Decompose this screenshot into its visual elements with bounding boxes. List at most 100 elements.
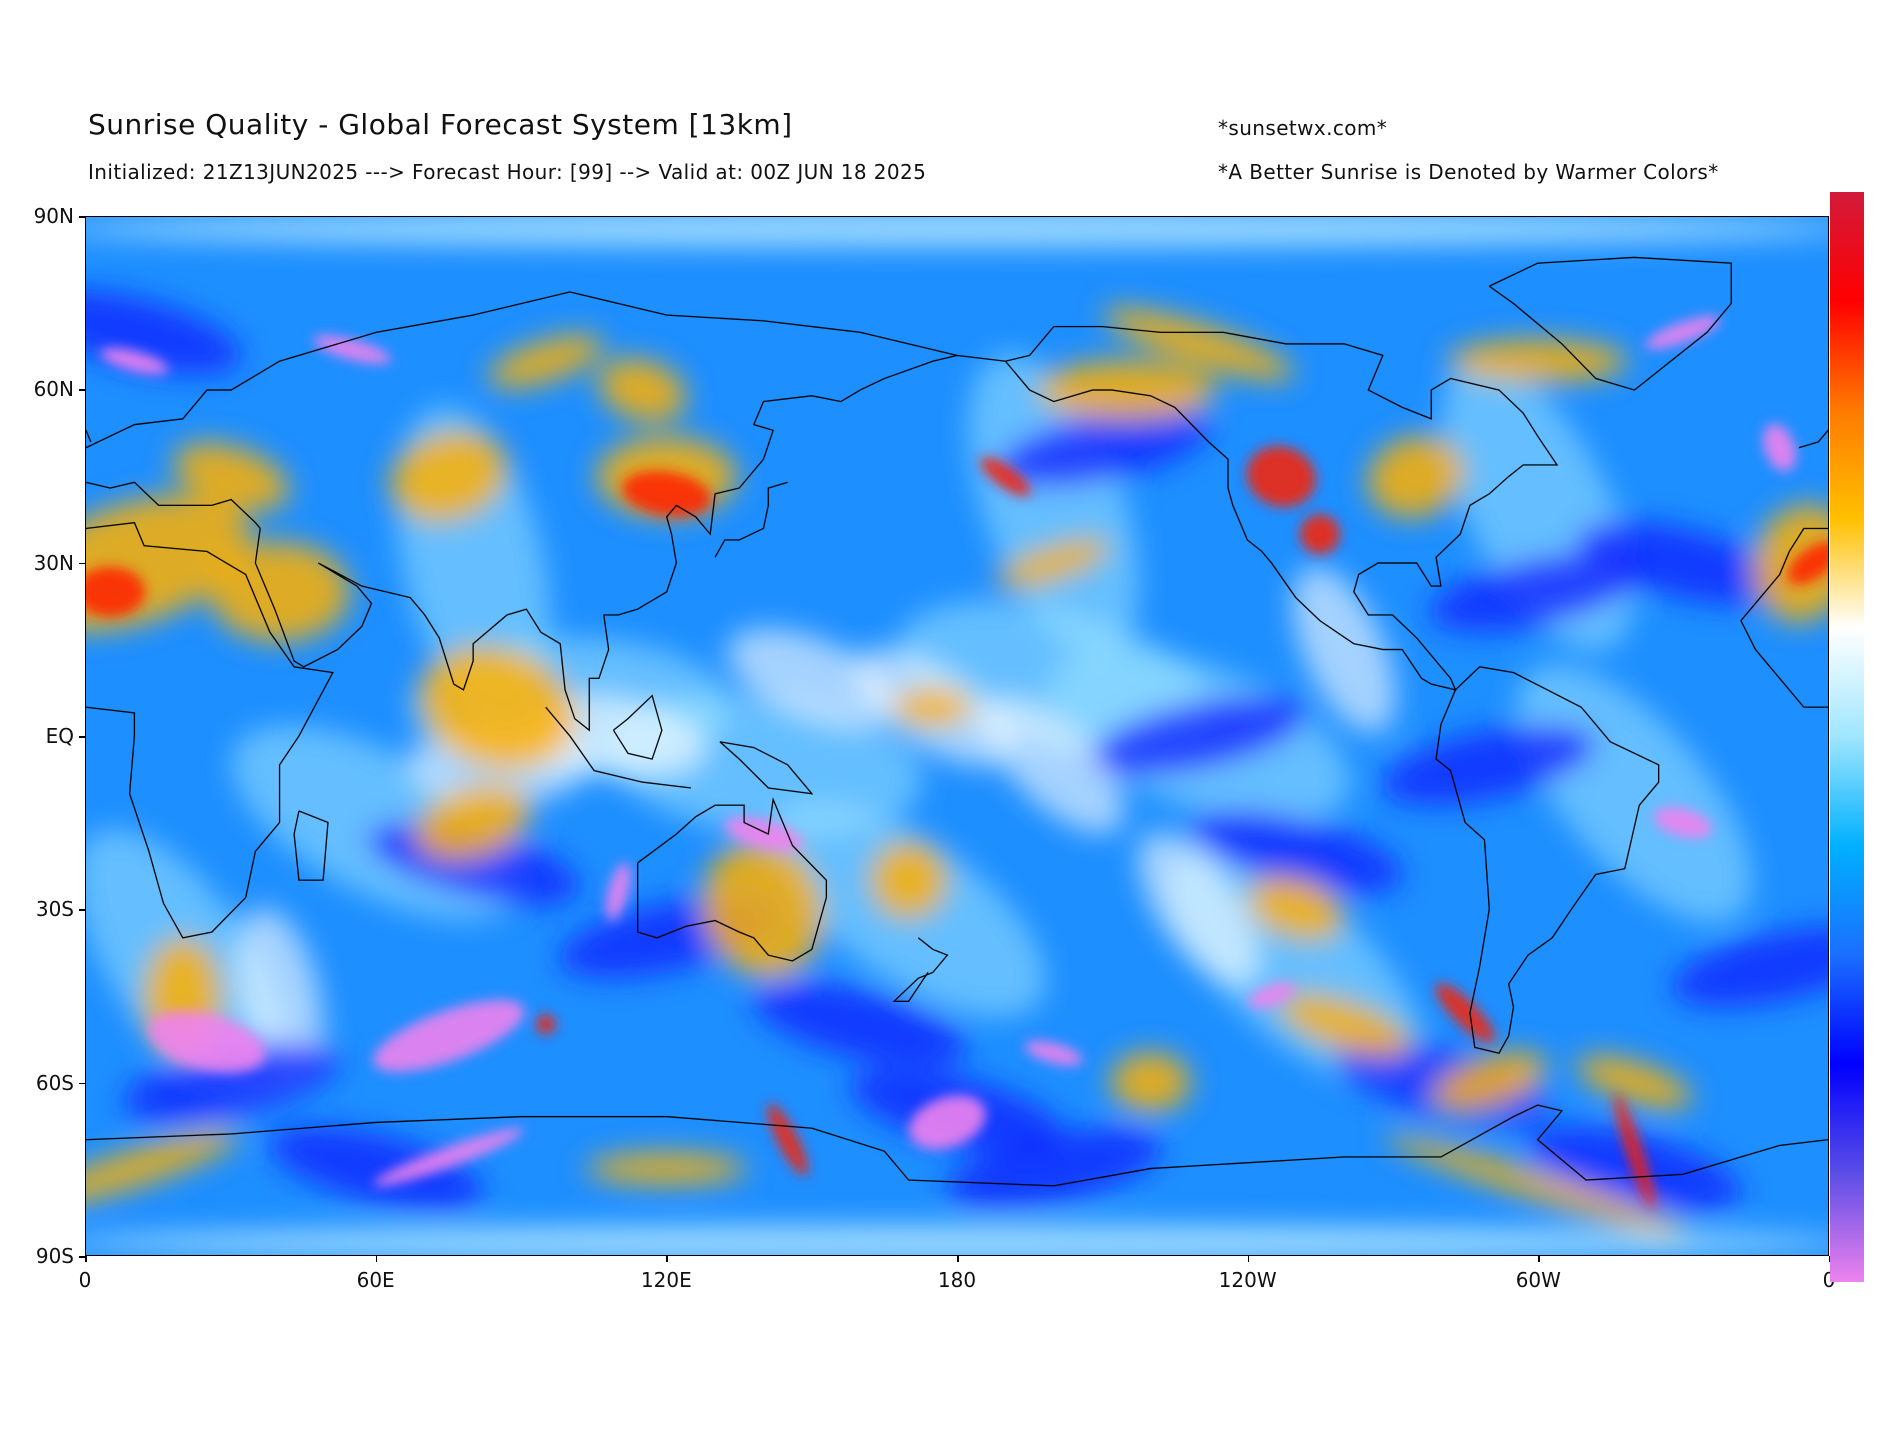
- field-patch: [86, 495, 250, 631]
- field-patch: [1247, 876, 1345, 942]
- colorbar: [1830, 192, 1864, 1282]
- field-patch: [535, 1014, 556, 1035]
- field-patch: [868, 840, 949, 921]
- field-patch: [209, 541, 350, 642]
- field-patch: [1763, 423, 1797, 472]
- field-patch: [983, 696, 1125, 834]
- field-patch: [1024, 1040, 1083, 1066]
- field-patch: [1246, 446, 1316, 507]
- x-tick-mark: [1829, 1256, 1831, 1262]
- forecast-map: [85, 216, 1829, 1256]
- field-patch: [269, 1126, 484, 1211]
- field-patch: [1577, 1055, 1692, 1109]
- field-patch: [1292, 565, 1396, 734]
- coastline: [86, 1104, 1828, 1187]
- x-tick-label: 0: [78, 1268, 92, 1292]
- field-patch: [373, 999, 525, 1072]
- field-patch: [415, 784, 532, 861]
- field-patch: [605, 862, 631, 921]
- coastline: [254, 354, 958, 732]
- chart-title: Sunrise Quality - Global Forecast System…: [88, 108, 793, 141]
- y-tick-label: 90S: [35, 1244, 74, 1268]
- field-patch: [1653, 806, 1713, 839]
- coastline: [892, 937, 949, 1002]
- x-tick-label: 180: [937, 1268, 977, 1292]
- x-tick-label: 60E: [356, 1268, 395, 1292]
- field-patch: [1277, 992, 1412, 1057]
- y-tick-mark: [79, 1256, 85, 1258]
- coastline: [612, 694, 663, 760]
- x-tick-mark: [85, 1256, 87, 1262]
- coastline: [1435, 666, 1660, 1054]
- field-patch: [727, 628, 897, 729]
- field-patch: [968, 353, 1140, 658]
- y-tick-label: 90N: [33, 204, 74, 228]
- coastline: [1004, 325, 1559, 691]
- coastline: [86, 521, 334, 939]
- field-patch: [908, 1095, 986, 1150]
- field-patch: [1103, 307, 1295, 381]
- coastline: [86, 291, 1006, 449]
- coastline: [293, 810, 329, 881]
- y-tick-label: 60N: [33, 377, 74, 402]
- field-patch: [1575, 520, 1790, 606]
- coastline: [1798, 429, 1828, 449]
- field-patch: [86, 1130, 240, 1207]
- field-patch: [313, 335, 391, 364]
- x-tick-mark: [375, 1256, 378, 1262]
- field-patch: [1137, 831, 1261, 987]
- field-patch: [1671, 926, 1828, 1007]
- coastline: [545, 706, 691, 789]
- field-patch: [996, 537, 1112, 589]
- coastline: [1754, 649, 1828, 708]
- field-patch: [86, 217, 1828, 247]
- field-patch: [86, 566, 146, 617]
- field-patch: [1188, 809, 1403, 894]
- y-tick-label: 60S: [35, 1070, 74, 1095]
- field-patch: [994, 407, 1210, 488]
- field-patch: [1247, 982, 1296, 1009]
- field-patch: [892, 687, 973, 728]
- x-tick-mark: [666, 1256, 668, 1262]
- x-tick-mark: [957, 1256, 959, 1262]
- field-patch: [1787, 541, 1828, 585]
- y-tick-mark: [79, 1082, 85, 1085]
- field-patch: [1381, 724, 1597, 806]
- field-patch: [488, 334, 604, 388]
- x-tick-mark: [1247, 1256, 1250, 1262]
- field-patch: [1110, 1052, 1191, 1112]
- coastline: [1488, 256, 1732, 391]
- field-patch: [86, 1225, 1828, 1255]
- x-tick-mark: [1538, 1256, 1540, 1262]
- y-tick-mark: [79, 389, 85, 391]
- field-patch: [1367, 435, 1466, 518]
- coastline: [86, 430, 92, 443]
- field-patch: [419, 645, 576, 770]
- field-patch: [1435, 983, 1495, 1043]
- coastline: [86, 481, 261, 529]
- field-patch: [1091, 695, 1307, 777]
- field-patch: [123, 1041, 339, 1123]
- y-tick-label: 30N: [33, 550, 74, 575]
- field-patch: [1431, 1051, 1547, 1113]
- chart-subtitle: Initialized: 21Z13JUN2025 ---> Forecast …: [88, 160, 927, 184]
- y-tick-label: 30S: [35, 897, 74, 922]
- field-patch: [946, 1128, 1162, 1209]
- coastline: [719, 741, 814, 795]
- field-patch: [753, 982, 968, 1067]
- field-patch: [586, 1152, 747, 1185]
- source-credit: *sunsetwx.com*: [1218, 116, 1388, 140]
- field-patch: [100, 347, 169, 375]
- field-patch: [373, 1128, 525, 1186]
- field-patch: [1614, 1094, 1655, 1209]
- coastline: [714, 481, 788, 558]
- field-patch: [724, 817, 803, 852]
- field-patch: [1385, 1134, 1690, 1237]
- y-tick-mark: [79, 909, 85, 911]
- x-tick-label: 120E: [640, 1268, 692, 1292]
- field-patch: [1447, 339, 1628, 384]
- field-patch: [390, 429, 508, 524]
- field-patch: [622, 471, 712, 517]
- y-tick-mark: [79, 562, 85, 565]
- field-patch: [702, 840, 825, 978]
